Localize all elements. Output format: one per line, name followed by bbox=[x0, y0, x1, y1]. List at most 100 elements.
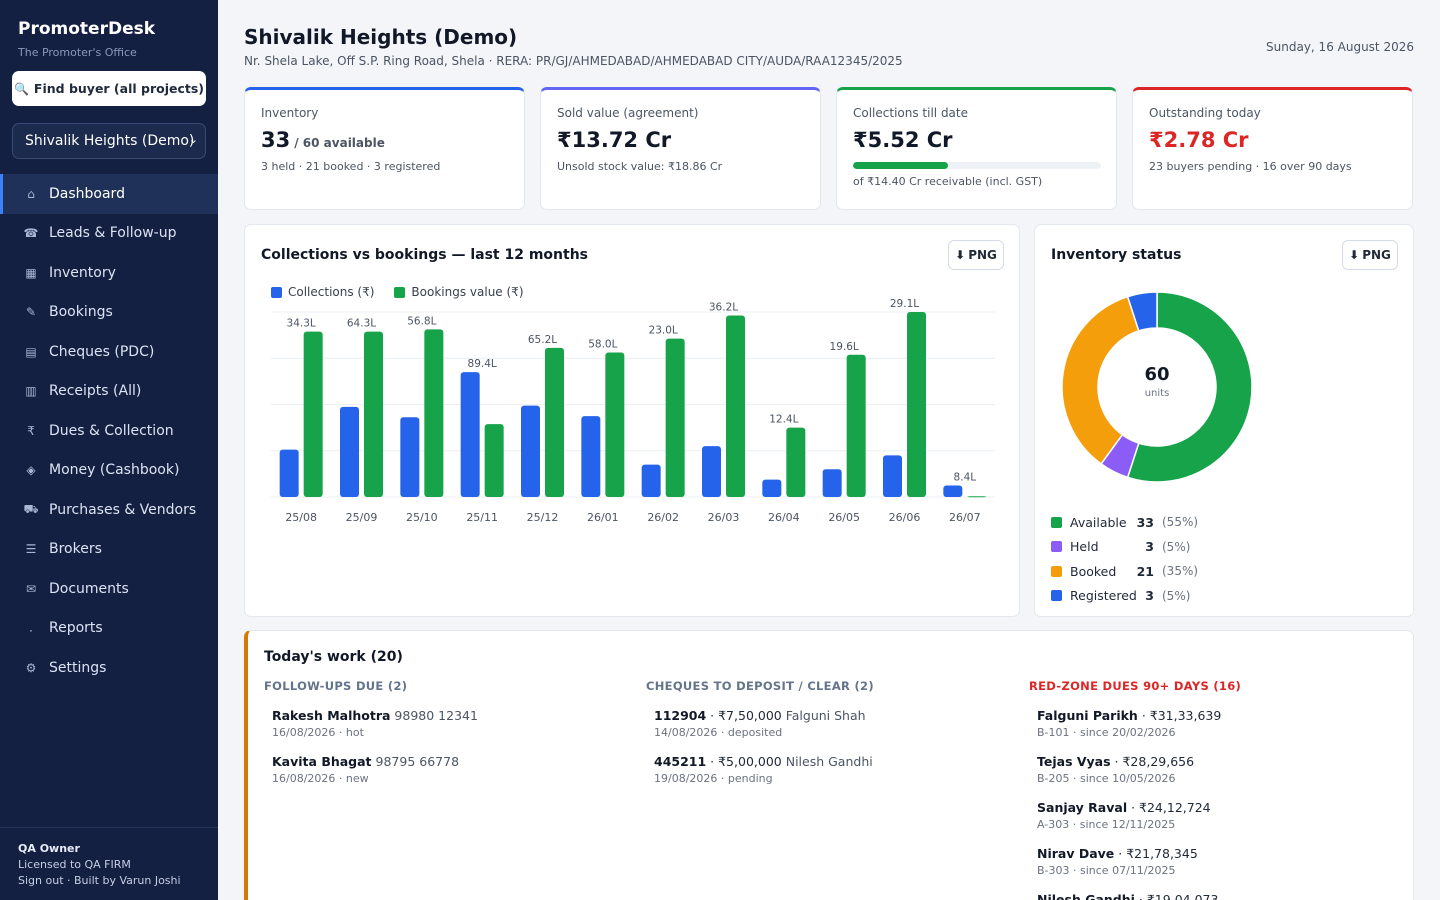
bar-collections[interactable] bbox=[521, 405, 540, 497]
donut-title: Inventory status bbox=[1051, 247, 1182, 263]
bar-bookings[interactable] bbox=[545, 347, 564, 497]
legend-label: Collections (₹) bbox=[288, 285, 375, 299]
sidebar-item-settings[interactable]: ⚙ Settings bbox=[0, 648, 218, 688]
sidebar-item-bookings[interactable]: ✎ Bookings bbox=[0, 293, 218, 333]
list-item[interactable]: 112904 · ₹7,50,000 Falguni Shah 14/08/202… bbox=[654, 708, 1006, 739]
sidebar-nav: ⌂ Dashboard ☎ Leads & Follow-up ▦ Inventory ✎ B… bbox=[0, 174, 218, 688]
sidebar-item-money-cashbook[interactable]: ◈ Money (Cashbook) bbox=[0, 451, 218, 491]
sidebar-item-reports[interactable]: ⸳ Reports bbox=[0, 609, 218, 649]
donut-slice-registered[interactable] bbox=[1126, 291, 1158, 332]
donut-chart bbox=[1061, 291, 1253, 483]
sidebar-item-inventory[interactable]: ▦ Inventory bbox=[0, 253, 218, 293]
chart-icon: ⸳ bbox=[29, 621, 33, 636]
cheque-amount: · ₹7,50,000 bbox=[706, 708, 782, 723]
png-label: PNG bbox=[1362, 248, 1391, 262]
donut-png-button[interactable]: ⬇ PNG bbox=[1342, 240, 1398, 270]
sidebar-item-label: Bookings bbox=[49, 304, 113, 321]
donut-legend-item[interactable]: Registered 3 (5%) bbox=[1051, 584, 1198, 609]
todays-work-card: Today's work (20) FOLLOW-UPS DUE (2) Rak… bbox=[244, 630, 1414, 900]
list-item[interactable]: Rakesh Malhotra 98980 12341 16/08/2026 · … bbox=[272, 708, 624, 739]
phone-icon: ☎ bbox=[23, 226, 39, 241]
chevron-down-icon: ⌄ bbox=[188, 133, 198, 146]
bar-bookings[interactable] bbox=[726, 315, 745, 497]
chart-legend: Collections (₹) Bookings value (₹) bbox=[271, 285, 524, 299]
project-select[interactable]: Shivalik Heights (Demo) ⌄ bbox=[12, 123, 206, 159]
bar-collections[interactable] bbox=[581, 416, 601, 497]
sidebar-item-purchases-vendors[interactable]: ⛟ Purchases & Vendors bbox=[0, 490, 218, 530]
sidebar-item-receipts-all[interactable]: ▥ Receipts (All) bbox=[0, 372, 218, 412]
legend-percent: (5%) bbox=[1162, 539, 1191, 554]
list-item[interactable]: Sanjay Raval · ₹24,12,724 A-303 · since 1… bbox=[1037, 800, 1389, 831]
sidebar-item-label: Leads & Follow-up bbox=[49, 225, 177, 242]
legend-swatch bbox=[271, 286, 282, 298]
x-tick-label: 26/02 bbox=[647, 511, 679, 524]
legend-item-bookings[interactable]: Bookings value (₹) bbox=[394, 285, 524, 299]
sidebar-item-brokers[interactable]: ☰ Brokers bbox=[0, 530, 218, 570]
list-item[interactable]: Falguni Parikh · ₹31,33,639 B-101 · since… bbox=[1037, 708, 1389, 739]
bar-collections[interactable] bbox=[943, 485, 963, 497]
cheques-column: CHEQUES TO DEPOSIT / CLEAR (2) 112904 · … bbox=[646, 679, 1006, 785]
sidebar-item-dashboard[interactable]: ⌂ Dashboard bbox=[0, 174, 218, 214]
sidebar-item-label: Reports bbox=[49, 620, 103, 637]
bar-bookings[interactable] bbox=[967, 496, 987, 498]
donut-legend-item[interactable]: Available 33 (55%) bbox=[1051, 510, 1198, 535]
x-tick-label: 25/10 bbox=[406, 511, 438, 524]
item-meta: 16/08/2026 · hot bbox=[272, 726, 364, 739]
bar-data-label: 29.1L bbox=[890, 298, 919, 310]
chart-png-button[interactable]: ⬇ PNG bbox=[948, 240, 1004, 270]
sidebar-item-label: Settings bbox=[49, 659, 107, 676]
inventory-status-card: Inventory status ⬇ PNG 60 units Available… bbox=[1034, 224, 1414, 617]
built-by-text: Built by Varun Joshi bbox=[74, 874, 181, 887]
bar-data-label: 65.2L bbox=[528, 334, 557, 346]
bar-bookings[interactable] bbox=[303, 331, 323, 497]
bar-bookings[interactable] bbox=[484, 424, 504, 497]
bar-collections[interactable] bbox=[641, 464, 661, 497]
cheque-party: Falguni Shah bbox=[785, 708, 866, 723]
list-item[interactable]: Nilesh Gandhi · ₹19,04,073 bbox=[1037, 892, 1389, 900]
brand-name[interactable]: PromoterDesk bbox=[18, 19, 156, 39]
donut-slice-available[interactable] bbox=[1126, 291, 1253, 483]
sidebar-item-label: Cheques (PDC) bbox=[49, 343, 155, 360]
bar-collections[interactable] bbox=[883, 455, 902, 497]
sign-out-link[interactable]: Sign out bbox=[18, 874, 64, 887]
bar-collections[interactable] bbox=[400, 417, 420, 497]
bar-bookings[interactable] bbox=[605, 352, 625, 497]
legend-label: Registered bbox=[1070, 588, 1137, 604]
sidebar-item-documents[interactable]: ✉ Documents bbox=[0, 569, 218, 609]
donut-legend-item[interactable]: Held 3 (5%) bbox=[1051, 535, 1198, 560]
bar-collections[interactable] bbox=[279, 449, 299, 497]
bar-bookings[interactable] bbox=[364, 331, 383, 497]
bar-bookings[interactable] bbox=[786, 427, 806, 497]
kpi-label: Collections till date bbox=[853, 106, 969, 120]
buyer-name: Kavita Bhagat bbox=[272, 754, 372, 769]
sidebar-item-leads-follow-up[interactable]: ☎ Leads & Follow-up bbox=[0, 214, 218, 254]
bar-collections[interactable] bbox=[762, 479, 782, 497]
bar-collections[interactable] bbox=[702, 446, 721, 497]
cheque-amount: · ₹5,00,000 bbox=[706, 754, 782, 769]
bar-bookings[interactable] bbox=[424, 329, 444, 497]
bar-collections[interactable] bbox=[460, 372, 480, 497]
kpi-note: 23 buyers pending · 16 over 90 days bbox=[1149, 160, 1352, 173]
list-item[interactable]: Kavita Bhagat 98795 66778 16/08/2026 · ne… bbox=[272, 754, 624, 785]
bar-bookings[interactable] bbox=[665, 338, 685, 497]
bar-bookings[interactable] bbox=[907, 312, 926, 497]
legend-item-collections[interactable]: Collections (₹) bbox=[271, 285, 374, 299]
license-text: Licensed to QA FIRM bbox=[18, 858, 131, 871]
bar-collections[interactable] bbox=[822, 469, 842, 497]
collections-progress-bar bbox=[853, 162, 1101, 169]
legend-swatch bbox=[1051, 516, 1062, 528]
bar-collections[interactable] bbox=[340, 406, 359, 497]
legend-percent: (5%) bbox=[1162, 588, 1191, 603]
dues-heading: RED-ZONE DUES 90+ DAYS (16) bbox=[1029, 679, 1242, 693]
bar-bookings[interactable] bbox=[846, 354, 866, 497]
sidebar-item-dues-collection[interactable]: ₹ Dues & Collection bbox=[0, 411, 218, 451]
list-item[interactable]: 445211 · ₹5,00,000 Nilesh Gandhi 19/08/20… bbox=[654, 754, 1006, 785]
list-item[interactable]: Tejas Vyas · ₹28,29,656 B-205 · since 10/… bbox=[1037, 754, 1389, 785]
donut-legend-item[interactable]: Booked 21 (35%) bbox=[1051, 559, 1198, 584]
donut-slice-booked[interactable] bbox=[1061, 295, 1140, 465]
buyer-name: Sanjay Raval bbox=[1037, 800, 1128, 815]
sidebar-item-cheques-pdc[interactable]: ▤ Cheques (PDC) bbox=[0, 332, 218, 372]
find-buyer-button[interactable]: 🔍 Find buyer (all projects) bbox=[12, 71, 206, 106]
list-item[interactable]: Nirav Dave · ₹21,78,345 B-303 · since 07/… bbox=[1037, 846, 1389, 877]
x-tick-label: 25/08 bbox=[285, 511, 317, 524]
